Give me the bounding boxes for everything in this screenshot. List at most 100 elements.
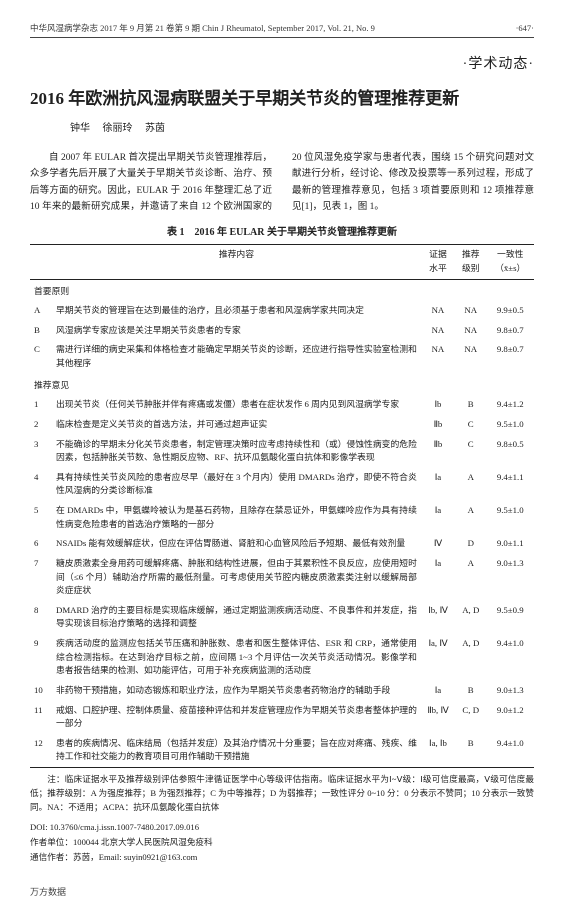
row-evidence: NA [421, 340, 455, 373]
row-content: 风湿病学专家应该是关注早期关节炎患者的专家 [52, 321, 421, 341]
author: 徐丽玲 [103, 123, 133, 134]
table-row: 2临床检查是定义关节炎的首选方法，并可通过超声证实ⅡbC9.5±1.0 [30, 415, 534, 435]
table-row: 6NSAIDs 能有效缓解症状，但应在评估胃肠道、肾脏和心血管风险后予短期、最低… [30, 534, 534, 554]
row-content: 出现关节炎（任何关节肿胀并伴有疼痛或发僵）患者在症状发作 6 周内见到风湿病学专… [52, 395, 421, 415]
section-kicker: ·学术动态· [30, 54, 534, 76]
col-evidence: 证据水平 [421, 245, 455, 279]
row-agree: 9.0±1.1 [486, 534, 534, 554]
author-unit: 作者单位：100044 北京大学人民医院风湿免疫科 [30, 835, 534, 850]
row-key: 9 [30, 634, 52, 681]
journal-info: 中华风湿病学杂志 2017 年 9 月第 21 卷第 9 期 Chin J Rh… [30, 22, 375, 35]
row-content: 需进行详细的病史采集和体格检查才能确定早期关节炎的诊断，还应进行指导性实验室检测… [52, 340, 421, 373]
row-grade: C [455, 435, 486, 468]
row-evidence: Ⅰa [421, 468, 455, 501]
col-agree: 一致性（x̄±s） [486, 245, 534, 279]
row-content: 非药物干预措施，如动态锻炼和职业疗法，应作为早期关节炎患者药物治疗的辅助手段 [52, 681, 421, 701]
row-agree: 9.5±1.0 [486, 415, 534, 435]
row-content: 糖皮质激素全身用药可缓解疼痛、肿胀和结构性进展，但由于其累积性不良反应，应使用短… [52, 554, 421, 601]
table-caption: 表 1 2016 年 EULAR 关于早期关节炎管理推荐更新 [30, 225, 534, 241]
row-content: 具有持续性关节炎风险的患者应尽早（最好在 3 个月内）使用 DMARDs 治疗，… [52, 468, 421, 501]
running-head: 中华风湿病学杂志 2017 年 9 月第 21 卷第 9 期 Chin J Rh… [30, 22, 534, 38]
row-agree: 9.5±0.9 [486, 601, 534, 634]
row-evidence: Ⅱb [421, 435, 455, 468]
row-evidence: Ⅰa, Ⅳ [421, 634, 455, 681]
table-row: 1出现关节炎（任何关节肿胀并伴有疼痛或发僵）患者在症状发作 6 周内见到风湿病学… [30, 395, 534, 415]
row-evidence: NA [421, 301, 455, 321]
table-row: 7糖皮质激素全身用药可缓解疼痛、肿胀和结构性进展，但由于其累积性不良反应，应使用… [30, 554, 534, 601]
section-row: 推荐意见 [30, 374, 534, 396]
row-key: 2 [30, 415, 52, 435]
row-evidence: Ⅰa, Ⅰb [421, 734, 455, 768]
doi: DOI: 10.3760/cma.j.issn.1007-7480.2017.0… [30, 820, 534, 835]
row-grade: B [455, 395, 486, 415]
row-key: 11 [30, 701, 52, 734]
article-title: 2016 年欧洲抗风湿病联盟关于早期关节炎的管理推荐更新 [30, 88, 534, 111]
row-agree: 9.9±0.5 [486, 301, 534, 321]
section-row: 首要原则 [30, 279, 534, 301]
row-content: NSAIDs 能有效缓解症状，但应在评估胃肠道、肾脏和心血管风险后予短期、最低有… [52, 534, 421, 554]
table-row: B风湿病学专家应该是关注早期关节炎患者的专家NANA9.8±0.7 [30, 321, 534, 341]
recommendations-table: 推荐内容 证据水平 推荐级别 一致性（x̄±s） 首要原则A早期关节炎的管理旨在… [30, 244, 534, 768]
row-key: 8 [30, 601, 52, 634]
row-agree: 9.4±1.0 [486, 634, 534, 681]
row-agree: 9.4±1.0 [486, 734, 534, 768]
row-key: 12 [30, 734, 52, 768]
section-label: 推荐意见 [30, 374, 534, 396]
row-evidence: Ⅰb, Ⅳ [421, 601, 455, 634]
row-agree: 9.0±1.3 [486, 681, 534, 701]
row-content: DMARD 治疗的主要目标是实现临床缓解，通过定期监测疾病活动度、不良事件和并发… [52, 601, 421, 634]
row-key: C [30, 340, 52, 373]
row-agree: 9.0±1.2 [486, 701, 534, 734]
row-grade: B [455, 734, 486, 768]
table-note: 注：临床证据水平及推荐级别评估参照牛津循证医学中心等级评估指南。临床证据水平为Ⅰ… [30, 773, 534, 814]
row-agree: 9.8±0.5 [486, 435, 534, 468]
row-grade: NA [455, 340, 486, 373]
table-row: 3不能确诊的早期未分化关节炎患者，制定管理决策时应考虑持续性和（或）侵蚀性病变的… [30, 435, 534, 468]
row-agree: 9.8±0.7 [486, 340, 534, 373]
row-key: 1 [30, 395, 52, 415]
page-number: ·647· [516, 22, 534, 35]
article-meta: DOI: 10.3760/cma.j.issn.1007-7480.2017.0… [30, 820, 534, 864]
intro-text-1: 自 2007 年 EULAR 首次提出早期关节炎管理推荐后，众多学者先后开展了大… [30, 153, 334, 211]
footer-source: 万方数据 [0, 882, 564, 910]
intro-columns: 自 2007 年 EULAR 首次提出早期关节炎管理推荐后，众多学者先后开展了大… [30, 150, 534, 215]
row-evidence: Ⅰa [421, 681, 455, 701]
col-grade: 推荐级别 [455, 245, 486, 279]
table-header-row: 推荐内容 证据水平 推荐级别 一致性（x̄±s） [30, 245, 534, 279]
row-key: A [30, 301, 52, 321]
row-agree: 9.0±1.3 [486, 554, 534, 601]
table-row: 4具有持续性关节炎风险的患者应尽早（最好在 3 个月内）使用 DMARDs 治疗… [30, 468, 534, 501]
table-row: A早期关节炎的管理旨在达到最佳的治疗，且必须基于患者和风湿病学家共同决定NANA… [30, 301, 534, 321]
row-key: 3 [30, 435, 52, 468]
corresponding-author: 通信作者：苏茵，Email: suyin0921@163.com [30, 850, 534, 865]
section-label: 首要原则 [30, 279, 534, 301]
table-row: 9疾病活动度的监测应包括关节压痛和肿胀数、患者和医生整体评估、ESR 和 CRP… [30, 634, 534, 681]
row-key: 7 [30, 554, 52, 601]
row-key: B [30, 321, 52, 341]
row-grade: NA [455, 301, 486, 321]
row-grade: A, D [455, 634, 486, 681]
row-evidence: Ⅰb [421, 395, 455, 415]
row-grade: B [455, 681, 486, 701]
row-agree: 9.4±1.2 [486, 395, 534, 415]
table-row: 11戒烟、口腔护理、控制体质量、疫苗接种评估和并发症管理应作为早期关节炎患者整体… [30, 701, 534, 734]
row-grade: C, D [455, 701, 486, 734]
row-agree: 9.8±0.7 [486, 321, 534, 341]
table-row: 5在 DMARDs 中，甲氨蝶呤被认为是基石药物，且除存在禁忌证外，甲氨蝶呤应作… [30, 501, 534, 534]
row-evidence: Ⅰa [421, 501, 455, 534]
author: 钟华 [70, 123, 90, 134]
row-evidence: Ⅳ [421, 534, 455, 554]
row-evidence: Ⅱb [421, 415, 455, 435]
table-row: 12患者的疾病情况、临床结局（包括并发症）及其治疗情况十分重要；旨在应对疼痛、残… [30, 734, 534, 768]
row-grade: A [455, 554, 486, 601]
row-grade: A [455, 501, 486, 534]
row-key: 4 [30, 468, 52, 501]
table-row: 10非药物干预措施，如动态锻炼和职业疗法，应作为早期关节炎患者药物治疗的辅助手段… [30, 681, 534, 701]
author: 苏茵 [145, 123, 165, 134]
row-key: 10 [30, 681, 52, 701]
row-grade: A [455, 468, 486, 501]
row-content: 早期关节炎的管理旨在达到最佳的治疗，且必须基于患者和风湿病学家共同决定 [52, 301, 421, 321]
row-content: 疾病活动度的监测应包括关节压痛和肿胀数、患者和医生整体评估、ESR 和 CRP，… [52, 634, 421, 681]
row-grade: NA [455, 321, 486, 341]
row-content: 戒烟、口腔护理、控制体质量、疫苗接种评估和并发症管理应作为早期关节炎患者整体护理… [52, 701, 421, 734]
